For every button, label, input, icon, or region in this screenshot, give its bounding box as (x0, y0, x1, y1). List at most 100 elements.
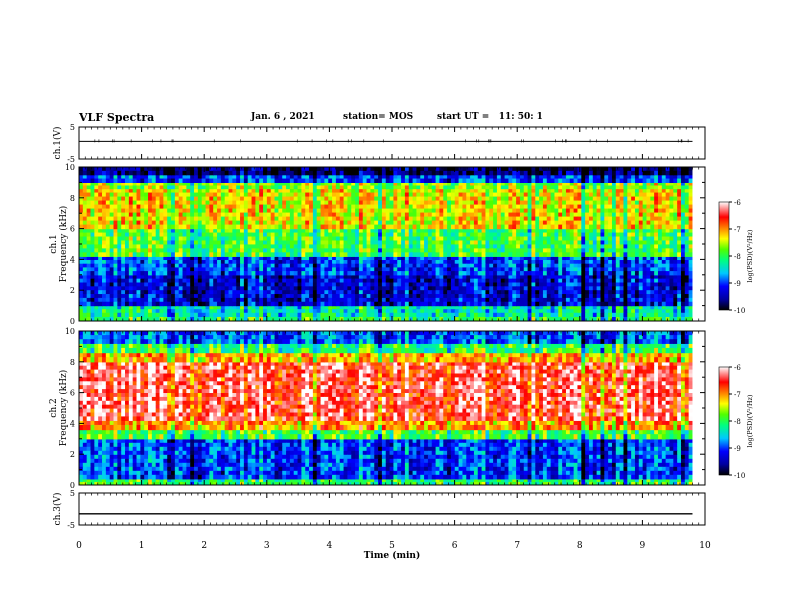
spectrogram-cell (677, 252, 682, 257)
spectrogram-cell (332, 260, 337, 265)
spectrogram-cell (608, 274, 613, 280)
spectrogram-cell (297, 196, 302, 202)
spectrogram-cell (125, 267, 130, 272)
spectrogram-cell (416, 244, 421, 249)
spectrogram-cell (550, 252, 556, 257)
spectrogram-cell (301, 312, 306, 317)
spectrogram-cell (592, 188, 598, 194)
spectrogram-cell (412, 200, 418, 206)
spectrogram-cell (128, 274, 134, 280)
spectrogram-cell (450, 240, 456, 246)
spectrogram-cell (489, 240, 494, 246)
spectrogram-cell (328, 188, 333, 194)
spectrogram-cell (657, 312, 663, 317)
spectrogram-cell (496, 290, 502, 295)
spectrogram-cell (132, 294, 138, 299)
spectrogram-cell (335, 278, 341, 284)
spectrogram-cell (247, 294, 253, 299)
spectrogram-cell (447, 309, 452, 314)
spectrogram-cell (159, 312, 164, 317)
spectrogram-cell (623, 278, 628, 284)
spectrogram-cell (182, 282, 187, 287)
spectrogram-cell (542, 232, 548, 238)
spectrogram-cell (381, 271, 387, 276)
spectrogram-cell (312, 263, 318, 269)
spectrogram-cell (194, 278, 199, 284)
spectrogram-cell (270, 290, 276, 295)
spectrogram-cell (102, 188, 107, 194)
spectrogram-cell (90, 316, 95, 321)
spectrogram-cell (450, 252, 456, 257)
spectrogram-cell (236, 196, 241, 202)
spectrogram-cell (347, 196, 352, 202)
spectrogram-cell (224, 252, 230, 257)
spectrogram-cell (665, 274, 671, 280)
spectrogram-cell (381, 267, 387, 272)
spectrogram-cell (132, 290, 138, 295)
spectrogram-cell (439, 263, 444, 269)
spectrogram-cell (228, 204, 233, 210)
spectrogram-cell (554, 274, 559, 280)
spectrogram-cell (535, 290, 540, 295)
spectrogram-cell (293, 228, 299, 234)
spectrogram-cell (439, 204, 444, 210)
spectrogram-cell (550, 316, 556, 321)
spectrogram-cell (278, 244, 283, 249)
spectrogram-cell (638, 248, 644, 253)
spectrogram-cell (347, 294, 352, 299)
spectrogram-cell (374, 204, 379, 210)
spectrogram-cell (669, 260, 674, 265)
spectrogram-cell (132, 228, 138, 234)
spectrogram-cell (251, 228, 256, 234)
spectrogram-cell (393, 301, 398, 307)
spectrogram-cell (335, 236, 341, 242)
spectrogram-cell (577, 274, 582, 280)
ch1-voltage-panel: ch.1(V) 5-5 (52, 123, 706, 164)
spectrogram-cell (136, 309, 141, 314)
spectrogram-cell (546, 240, 552, 246)
spectrogram-cell (435, 301, 441, 307)
spectrogram-cell (404, 252, 410, 257)
spectrogram-cell (190, 196, 195, 202)
spectrogram-cell (412, 278, 418, 284)
spectrogram-cell (404, 244, 410, 249)
spectrogram-cell (539, 282, 544, 287)
spectrogram-cell (466, 188, 471, 194)
spectrogram-cell (420, 290, 425, 295)
spectrogram-cell (527, 263, 533, 269)
spectrogram-cell (677, 244, 682, 249)
spectrogram-cell (312, 252, 318, 257)
spectrogram-cell (301, 196, 306, 202)
spectrogram-cell (523, 192, 529, 198)
spectrogram-cell (638, 278, 644, 284)
spectrogram-cell (688, 248, 694, 253)
spectrogram-cell (347, 267, 352, 272)
spectrogram-cell (458, 312, 464, 317)
spectrogram-cell (339, 301, 345, 307)
spectrogram-cell (619, 305, 625, 310)
spectrogram-cell (282, 312, 287, 317)
spectrogram-cell (493, 294, 498, 299)
spectrogram-cell (435, 200, 441, 206)
spectrogram-cell (623, 271, 628, 276)
spectrogram-cell (82, 248, 88, 253)
spectrogram-cell (604, 240, 609, 246)
spectrogram-cell (615, 294, 621, 299)
spectrogram-cell (688, 278, 694, 284)
spectrogram-cell (358, 208, 364, 214)
spectrogram-cell (512, 244, 517, 249)
spectrogram-cell (186, 263, 191, 269)
spectrogram-cell (297, 286, 302, 291)
spectrogram-cell (596, 200, 602, 206)
spectrogram-cell (573, 248, 579, 253)
spectrogram-cell (128, 294, 134, 299)
spectrogram-cell (470, 297, 475, 303)
spectrogram-cell (312, 290, 318, 295)
spectrogram-cell (182, 208, 187, 214)
spectrogram-cell (232, 278, 237, 284)
spectrogram-cell (623, 282, 628, 287)
spectrogram-cell (155, 274, 161, 280)
spectrogram-cell (454, 271, 460, 276)
spectrogram-cell (355, 188, 360, 194)
spectrogram-cell (569, 252, 575, 257)
